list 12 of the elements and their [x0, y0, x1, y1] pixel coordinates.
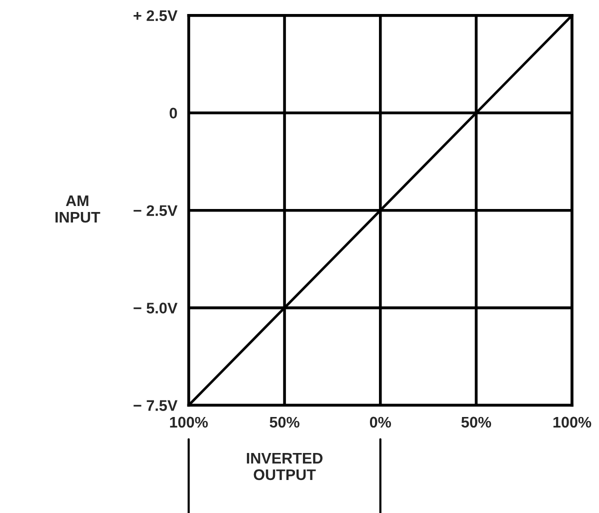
y-tick-label: − 2.5V: [134, 205, 178, 216]
x-tick-label: 100%: [170, 416, 208, 428]
y-tick-label: − 7.5V: [134, 400, 178, 411]
y-tick-label: 0: [170, 108, 177, 119]
x-tick-label: 50%: [270, 416, 300, 428]
y-tick-label: + 2.5V: [134, 10, 178, 22]
x-tick-label: 0%: [370, 416, 392, 428]
y-axis-title: AM INPUT: [56, 196, 100, 223]
x-tick-label: 50%: [461, 416, 492, 428]
y-tick-label: − 5.0V: [134, 302, 178, 314]
text: INVERTED OUTPUT: [246, 452, 323, 480]
x-tick-label: 100%: [553, 416, 592, 428]
